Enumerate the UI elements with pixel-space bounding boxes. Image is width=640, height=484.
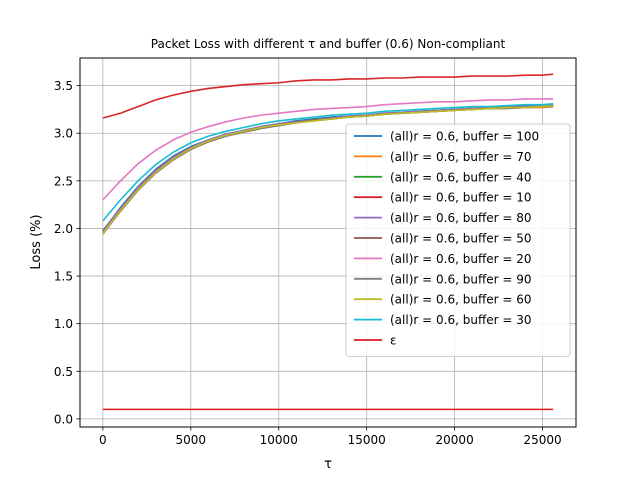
legend-label-6: (all)r = 0.6, buffer = 50 <box>390 232 531 246</box>
x-axis-label: τ <box>324 457 332 472</box>
x-tick-label: 0 <box>99 433 107 447</box>
y-tick-label: 0.0 <box>54 412 73 426</box>
axis-layer: 0 5000 10000 15000 20000 25000 0.0 0.5 1.0 1.5 2.0… <box>54 79 562 447</box>
legend-label-9: (all)r = 0.6, buffer = 60 <box>390 293 531 307</box>
legend: (all)r = 0.6, buffer = 100 (all)r = 0.6, … <box>345 123 571 357</box>
plot-layer <box>102 73 554 411</box>
series-line-4 <box>102 73 554 119</box>
y-tick-label: 1.0 <box>54 317 73 331</box>
y-tick-label: 3.5 <box>54 79 73 93</box>
series-line-7 <box>102 98 554 201</box>
x-tick-label: 25000 <box>523 433 561 447</box>
legend-label-2: (all)r = 0.6, buffer = 70 <box>390 150 531 164</box>
y-tick-label: 3.0 <box>54 127 73 141</box>
legend-label-1: (all)r = 0.6, buffer = 100 <box>390 130 539 144</box>
legend-label-5: (all)r = 0.6, buffer = 80 <box>390 211 531 225</box>
y-tick-label: 1.5 <box>54 270 73 284</box>
series-line-10 <box>102 102 554 222</box>
legend-label-7: (all)r = 0.6, buffer = 20 <box>390 252 531 266</box>
x-tick-label: 15000 <box>348 433 386 447</box>
legend-label-8: (all)r = 0.6, buffer = 90 <box>390 272 531 286</box>
legend-box <box>345 123 571 357</box>
y-axis-label: Loss (%) <box>29 214 44 269</box>
legend-label-4: (all)r = 0.6, buffer = 10 <box>390 191 531 205</box>
series-line-5 <box>102 103 554 231</box>
x-tick-label: 20000 <box>436 433 474 447</box>
x-tick-label: 10000 <box>260 433 298 447</box>
y-tick-label: 2.0 <box>54 222 73 236</box>
plot-frame <box>79 57 577 428</box>
legend-label-3: (all)r = 0.6, buffer = 40 <box>390 170 531 184</box>
y-tick-label: 2.5 <box>54 174 73 188</box>
chart-title: Packet Loss with different τ and buffer … <box>151 37 506 51</box>
legend-label-10: (all)r = 0.6, buffer = 30 <box>390 313 531 327</box>
y-tick-label: 0.5 <box>54 365 73 379</box>
legend-label-11: ε <box>390 334 397 348</box>
series-line-9 <box>102 104 554 234</box>
x-tick-label: 5000 <box>176 433 207 447</box>
